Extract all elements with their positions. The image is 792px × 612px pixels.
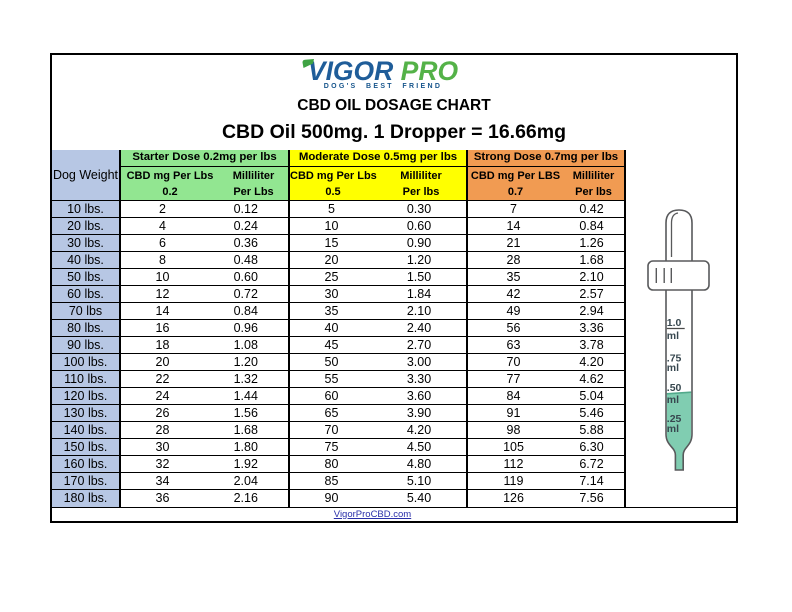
svg-text:.50: .50 bbox=[667, 382, 682, 394]
svg-text:ml: ml bbox=[667, 362, 679, 374]
svg-text:ml: ml bbox=[667, 394, 679, 406]
svg-text:ml: ml bbox=[667, 330, 679, 342]
svg-text:1.0: 1.0 bbox=[667, 317, 682, 329]
svg-text:.25: .25 bbox=[667, 413, 682, 425]
svg-text:.75: .75 bbox=[667, 352, 682, 364]
svg-text:ml: ml bbox=[667, 423, 679, 435]
